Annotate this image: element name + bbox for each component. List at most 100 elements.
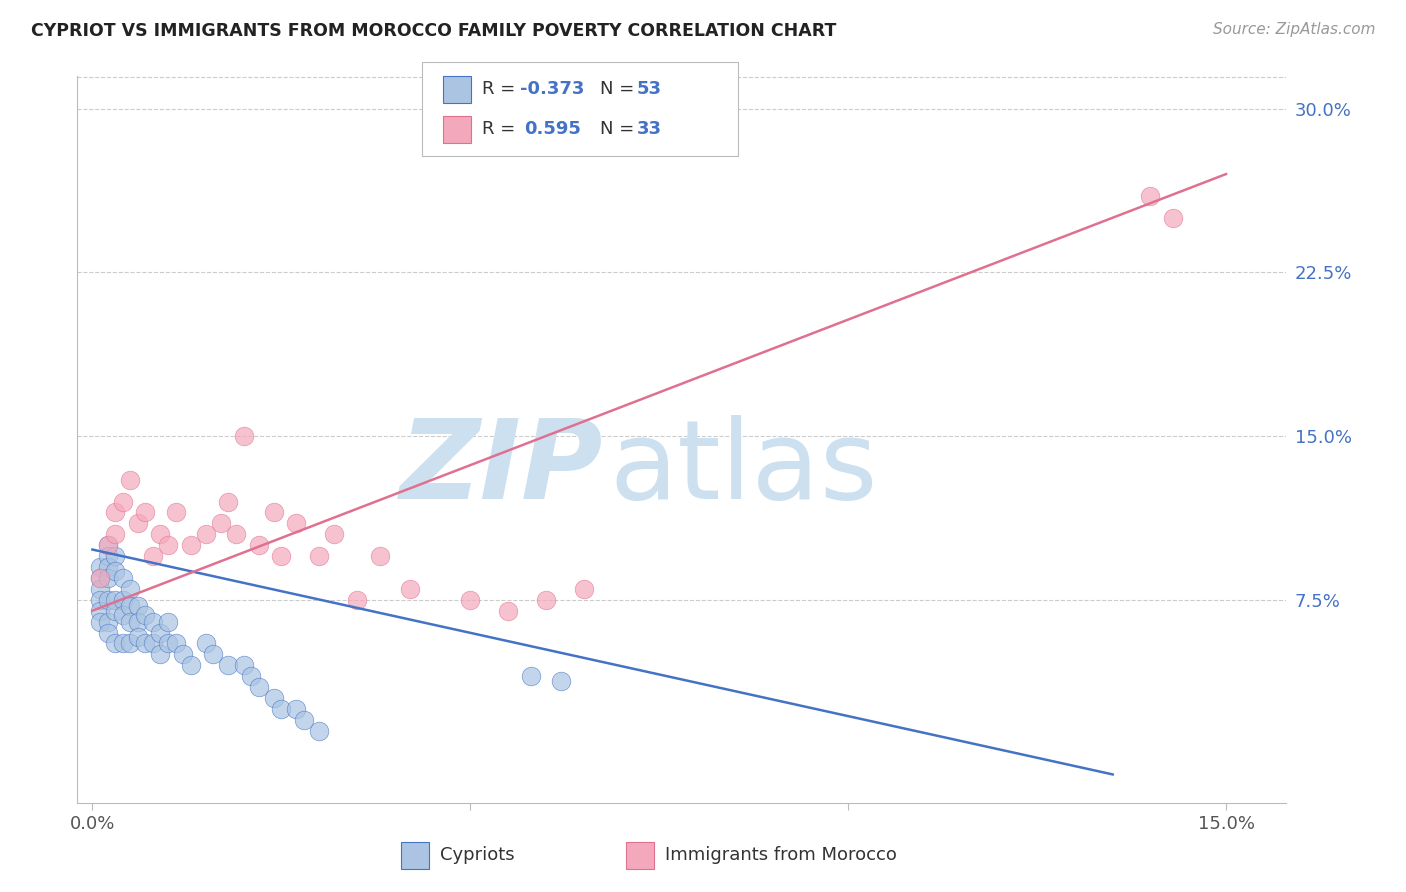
Text: 53: 53 <box>637 80 662 98</box>
Point <box>520 669 543 683</box>
Point <box>157 615 180 629</box>
Point <box>127 615 149 629</box>
Point <box>270 702 292 716</box>
Point <box>218 494 240 508</box>
Point <box>149 648 172 662</box>
Point <box>127 599 149 614</box>
Point <box>180 658 202 673</box>
Point <box>1139 189 1161 203</box>
Point <box>89 592 111 607</box>
Point <box>165 505 187 519</box>
Point <box>111 636 134 650</box>
Point <box>149 625 172 640</box>
Point <box>120 582 142 596</box>
Point <box>285 702 308 716</box>
Point <box>346 592 368 607</box>
Point <box>247 680 270 694</box>
Point <box>172 648 194 662</box>
Text: 33: 33 <box>637 120 662 138</box>
Point <box>550 673 572 688</box>
Point <box>104 592 127 607</box>
Point <box>134 636 156 650</box>
Point <box>111 608 134 623</box>
Point <box>89 582 111 596</box>
Point <box>165 636 187 650</box>
Point <box>89 615 111 629</box>
Point <box>399 582 422 596</box>
Point <box>460 592 482 607</box>
Point <box>180 538 202 552</box>
Point <box>218 658 240 673</box>
Point <box>127 516 149 531</box>
Point <box>89 571 111 585</box>
Text: N =: N = <box>600 80 640 98</box>
Text: CYPRIOT VS IMMIGRANTS FROM MOROCCO FAMILY POVERTY CORRELATION CHART: CYPRIOT VS IMMIGRANTS FROM MOROCCO FAMIL… <box>31 22 837 40</box>
Point <box>157 636 180 650</box>
Point <box>240 669 263 683</box>
Point <box>120 636 142 650</box>
Point <box>111 494 134 508</box>
Text: ZIP: ZIP <box>399 415 603 522</box>
Point <box>263 691 285 706</box>
Point <box>142 636 165 650</box>
Point <box>104 505 127 519</box>
Point <box>194 636 217 650</box>
Point <box>104 527 127 541</box>
Point <box>149 527 172 541</box>
Point <box>96 538 120 552</box>
Point <box>120 615 142 629</box>
Point <box>496 604 519 618</box>
Point <box>572 582 595 596</box>
Point <box>89 571 111 585</box>
Point <box>104 604 127 618</box>
Point <box>89 604 111 618</box>
Point <box>194 527 217 541</box>
Point <box>270 549 292 563</box>
Point <box>96 592 120 607</box>
Point <box>120 473 142 487</box>
Point <box>534 592 557 607</box>
Text: R =: R = <box>482 120 522 138</box>
Text: atlas: atlas <box>609 415 877 522</box>
Point <box>142 615 165 629</box>
Point <box>323 527 346 541</box>
Point <box>157 538 180 552</box>
Point <box>285 516 308 531</box>
Text: R =: R = <box>482 80 522 98</box>
Point <box>134 505 156 519</box>
Point <box>225 527 247 541</box>
Point <box>232 429 254 443</box>
Point <box>104 565 127 579</box>
Point <box>263 505 285 519</box>
Point <box>134 608 156 623</box>
Point <box>104 549 127 563</box>
Point <box>127 630 149 644</box>
Point <box>96 560 120 574</box>
Point <box>368 549 391 563</box>
Point <box>202 648 225 662</box>
Point <box>247 538 270 552</box>
Point <box>120 599 142 614</box>
Text: Cypriots: Cypriots <box>440 847 515 864</box>
Point <box>232 658 254 673</box>
Point <box>89 560 111 574</box>
Point <box>96 549 120 563</box>
Point <box>209 516 232 531</box>
Point <box>111 592 134 607</box>
Point <box>308 549 330 563</box>
Point <box>292 713 315 727</box>
Point <box>96 625 120 640</box>
Text: Immigrants from Morocco: Immigrants from Morocco <box>665 847 897 864</box>
Point <box>96 538 120 552</box>
Point <box>111 571 134 585</box>
Point <box>142 549 165 563</box>
Text: N =: N = <box>600 120 640 138</box>
Point <box>308 723 330 738</box>
Point <box>104 636 127 650</box>
Text: Source: ZipAtlas.com: Source: ZipAtlas.com <box>1212 22 1375 37</box>
Text: -0.373: -0.373 <box>520 80 585 98</box>
Point <box>96 615 120 629</box>
Text: 0.595: 0.595 <box>524 120 581 138</box>
Point <box>1161 211 1184 225</box>
Point <box>96 571 120 585</box>
